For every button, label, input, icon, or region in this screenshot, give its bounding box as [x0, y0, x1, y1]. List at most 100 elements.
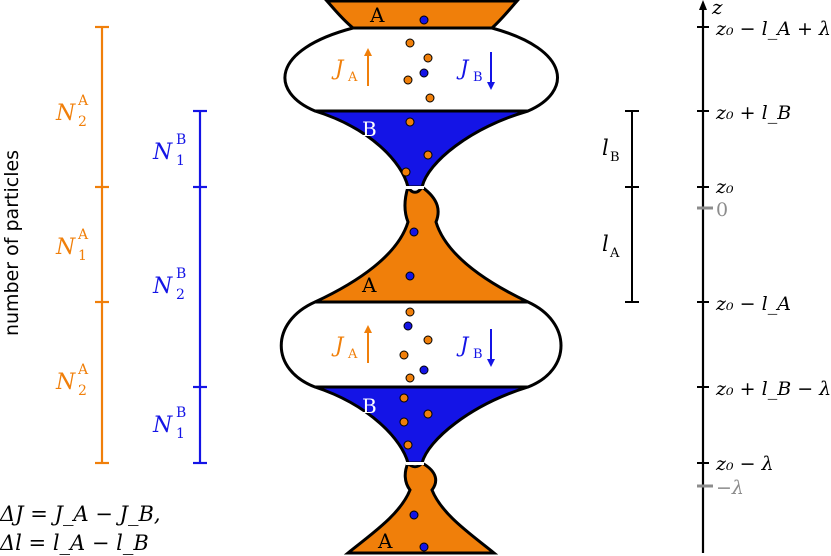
region-b-bottom — [314, 385, 529, 465]
svg-text:1: 1 — [176, 426, 185, 442]
svg-text:J: J — [456, 333, 470, 357]
particle-orange — [401, 167, 411, 177]
z-tick-label-4: z₀ − l_A — [715, 293, 791, 315]
flux-arrow-up-top — [364, 48, 372, 86]
particle-orange — [399, 350, 409, 360]
svg-text:A: A — [77, 227, 89, 243]
y-axis-label: number of particles — [1, 150, 23, 336]
equation-delta-j: ΔJ = J_A − J_B, — [0, 502, 161, 526]
label-N2B: N B 2 — [152, 266, 186, 303]
z-tick-label-2: z₀ — [715, 176, 734, 198]
particle-blue — [419, 15, 429, 25]
flux-arrow-down-bottom — [487, 329, 495, 367]
svg-text:l: l — [602, 232, 609, 256]
svg-text:1: 1 — [78, 248, 87, 264]
svg-text:N: N — [55, 235, 76, 260]
z-tick-label-6: z₀ − λ — [715, 453, 774, 475]
particle-orange — [405, 117, 415, 127]
svg-text:J: J — [331, 56, 345, 80]
svg-text:J: J — [456, 56, 470, 80]
svg-text:N: N — [152, 413, 173, 438]
svg-text:B: B — [176, 266, 186, 282]
region-label-a-top: A — [369, 3, 385, 27]
svg-text:N: N — [55, 370, 76, 395]
particle-blue — [419, 365, 429, 375]
z-tick-label-5: z₀ + l_B − λ — [715, 378, 831, 400]
svg-text:B: B — [176, 405, 186, 421]
z-tick-label-0: z₀ − l_A + λ — [715, 18, 831, 40]
flux-ja-top: J A — [331, 56, 358, 85]
z-tick-label-1: z₀ + l_B — [715, 102, 791, 124]
flux-arrow-up-bottom — [364, 325, 372, 363]
svg-text:B: B — [176, 132, 186, 148]
svg-text:l: l — [602, 136, 609, 160]
label-N1B-bottom: N B 1 — [152, 405, 186, 442]
svg-text:A: A — [77, 93, 89, 109]
label-N2A-bottom: N A 2 — [55, 362, 89, 399]
region-label-b-top: B — [362, 117, 377, 141]
svg-text:A: A — [347, 347, 358, 362]
particle-blue — [419, 68, 429, 78]
region-label-a-bottom: A — [377, 529, 393, 553]
label-lA: l A — [602, 232, 620, 261]
svg-text:1: 1 — [176, 153, 185, 169]
z-ticks — [697, 26, 709, 464]
svg-text:A: A — [347, 70, 358, 85]
particle-orange — [399, 417, 409, 427]
region-label-a-middle: A — [361, 273, 377, 297]
particle-orange — [405, 373, 415, 383]
particle-blue — [419, 542, 429, 552]
svg-text:B: B — [473, 70, 483, 85]
particle-orange — [403, 75, 413, 85]
label-N1A: N A 1 — [55, 227, 89, 264]
particle-blue — [403, 321, 413, 331]
region-a-middle — [314, 183, 529, 304]
z-tick-label-7: −λ — [716, 477, 744, 499]
region-label-b-bottom: B — [362, 394, 377, 418]
particle-orange — [423, 335, 433, 345]
svg-text:B: B — [610, 150, 620, 165]
flux-arrow-down-top — [487, 52, 495, 90]
particle-orange — [425, 93, 435, 103]
particle-orange — [399, 393, 409, 403]
z-axis-arrowhead — [699, 0, 707, 10]
label-N2A-top: N A 2 — [55, 93, 89, 130]
particle-orange — [405, 38, 415, 48]
particle-orange — [423, 409, 433, 419]
z-tick-label-3: 0 — [716, 199, 728, 221]
svg-text:N: N — [152, 274, 173, 299]
svg-text:J: J — [331, 333, 345, 357]
blue-bracket — [193, 109, 207, 465]
label-N1B-top: N B 1 — [152, 132, 186, 169]
svg-text:A: A — [609, 246, 620, 261]
svg-text:N: N — [152, 140, 173, 165]
bulb-bottom — [279, 300, 563, 389]
orange-bracket — [95, 25, 109, 465]
svg-text:2: 2 — [78, 383, 87, 399]
particle-blue — [409, 227, 419, 237]
particle-blue — [409, 510, 419, 520]
particles — [399, 15, 435, 552]
label-lB: l B — [602, 136, 620, 165]
particle-orange — [423, 150, 433, 160]
flux-jb-bottom: J B — [456, 333, 483, 362]
z-axis-label: z — [711, 0, 723, 19]
svg-text:2: 2 — [176, 287, 185, 303]
particle-orange — [403, 440, 413, 450]
region-a-bottom — [343, 460, 499, 555]
svg-text:A: A — [77, 362, 89, 378]
neck-gap-2 — [406, 462, 424, 465]
particle-orange — [405, 307, 415, 317]
svg-text:2: 2 — [78, 114, 87, 130]
particle-orange — [423, 53, 433, 63]
z-ticks-gray — [697, 206, 713, 488]
region-b-top — [314, 109, 529, 189]
svg-text:B: B — [473, 347, 483, 362]
equation-delta-l: Δl = l_A − l_B — [0, 531, 149, 555]
svg-text:N: N — [55, 101, 76, 126]
neck-gap-1 — [406, 186, 424, 189]
flux-jb-top: J B — [456, 56, 483, 85]
flux-ja-bottom: J A — [331, 333, 358, 362]
particle-blue — [405, 271, 415, 281]
